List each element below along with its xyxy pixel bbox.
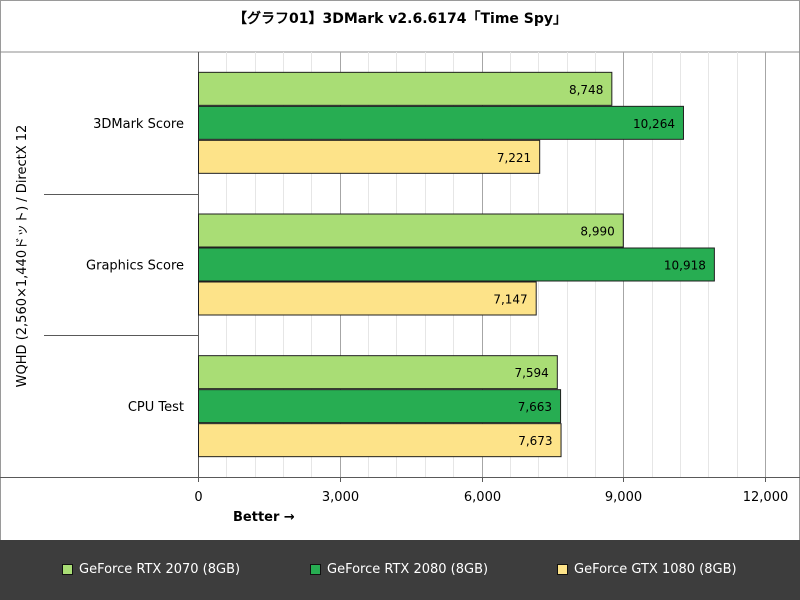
bar: [198, 247, 715, 282]
bar-value-label: 7,663: [518, 400, 552, 414]
x-axis-label: Better →: [233, 510, 295, 525]
bar-value-label: 7,594: [514, 366, 548, 380]
chart-plot: 0 3,000 6,000 9,000 12,000 3DMark Score 8,748 1…: [0, 51, 800, 505]
bar-value-label: 8,990: [580, 225, 614, 239]
legend-item-rtx2080: GeForce RTX 2080 (8GB): [310, 559, 488, 579]
bar: [198, 423, 562, 458]
x-tick-label: 9,000: [605, 490, 642, 505]
legend-label-gtx1080: GeForce GTX 1080 (8GB): [574, 561, 737, 577]
x-tick-label: 0: [194, 490, 202, 505]
bar: [198, 281, 537, 316]
bar: [198, 105, 684, 140]
bar-value-label: 8,748: [569, 83, 603, 97]
bar: [198, 213, 624, 248]
bar-value-label: 7,673: [518, 434, 552, 448]
bar: [198, 389, 562, 424]
legend-swatch-rtx2080: [310, 563, 321, 575]
legend-swatch-rtx2070: [62, 563, 73, 575]
category-label: 3DMark Score: [93, 117, 184, 132]
x-tick-label: 12,000: [743, 490, 789, 505]
category-label: CPU Test: [128, 400, 184, 415]
bar: [198, 355, 558, 390]
x-tick-label: 3,000: [322, 490, 359, 505]
bar-value-label: 10,264: [633, 117, 675, 131]
legend-label-rtx2070: GeForce RTX 2070 (8GB): [79, 561, 241, 577]
chart-title: 【グラフ01】3DMark v2.6.6174「Time Spy」: [232, 11, 568, 27]
legend-swatch-gtx1080: [557, 563, 568, 575]
y-axis-label: WQHD (2,560×1,440ドット) / DirectX 12: [15, 124, 30, 388]
bar-value-label: 7,147: [493, 293, 527, 307]
category-label: Graphics Score: [86, 259, 184, 274]
legend: GeForce RTX 2070 (8GB) GeForce RTX 2080 …: [0, 540, 800, 600]
bar: [198, 71, 613, 106]
bar-value-label: 7,221: [497, 151, 531, 165]
legend-label-rtx2080: GeForce RTX 2080 (8GB): [327, 561, 489, 577]
legend-item-rtx2070: GeForce RTX 2070 (8GB): [62, 559, 240, 579]
bar: [198, 139, 541, 174]
legend-item-gtx1080: GeForce GTX 1080 (8GB): [557, 559, 737, 579]
x-tick-label: 6,000: [464, 490, 501, 505]
bar-value-label: 10,918: [664, 259, 706, 273]
